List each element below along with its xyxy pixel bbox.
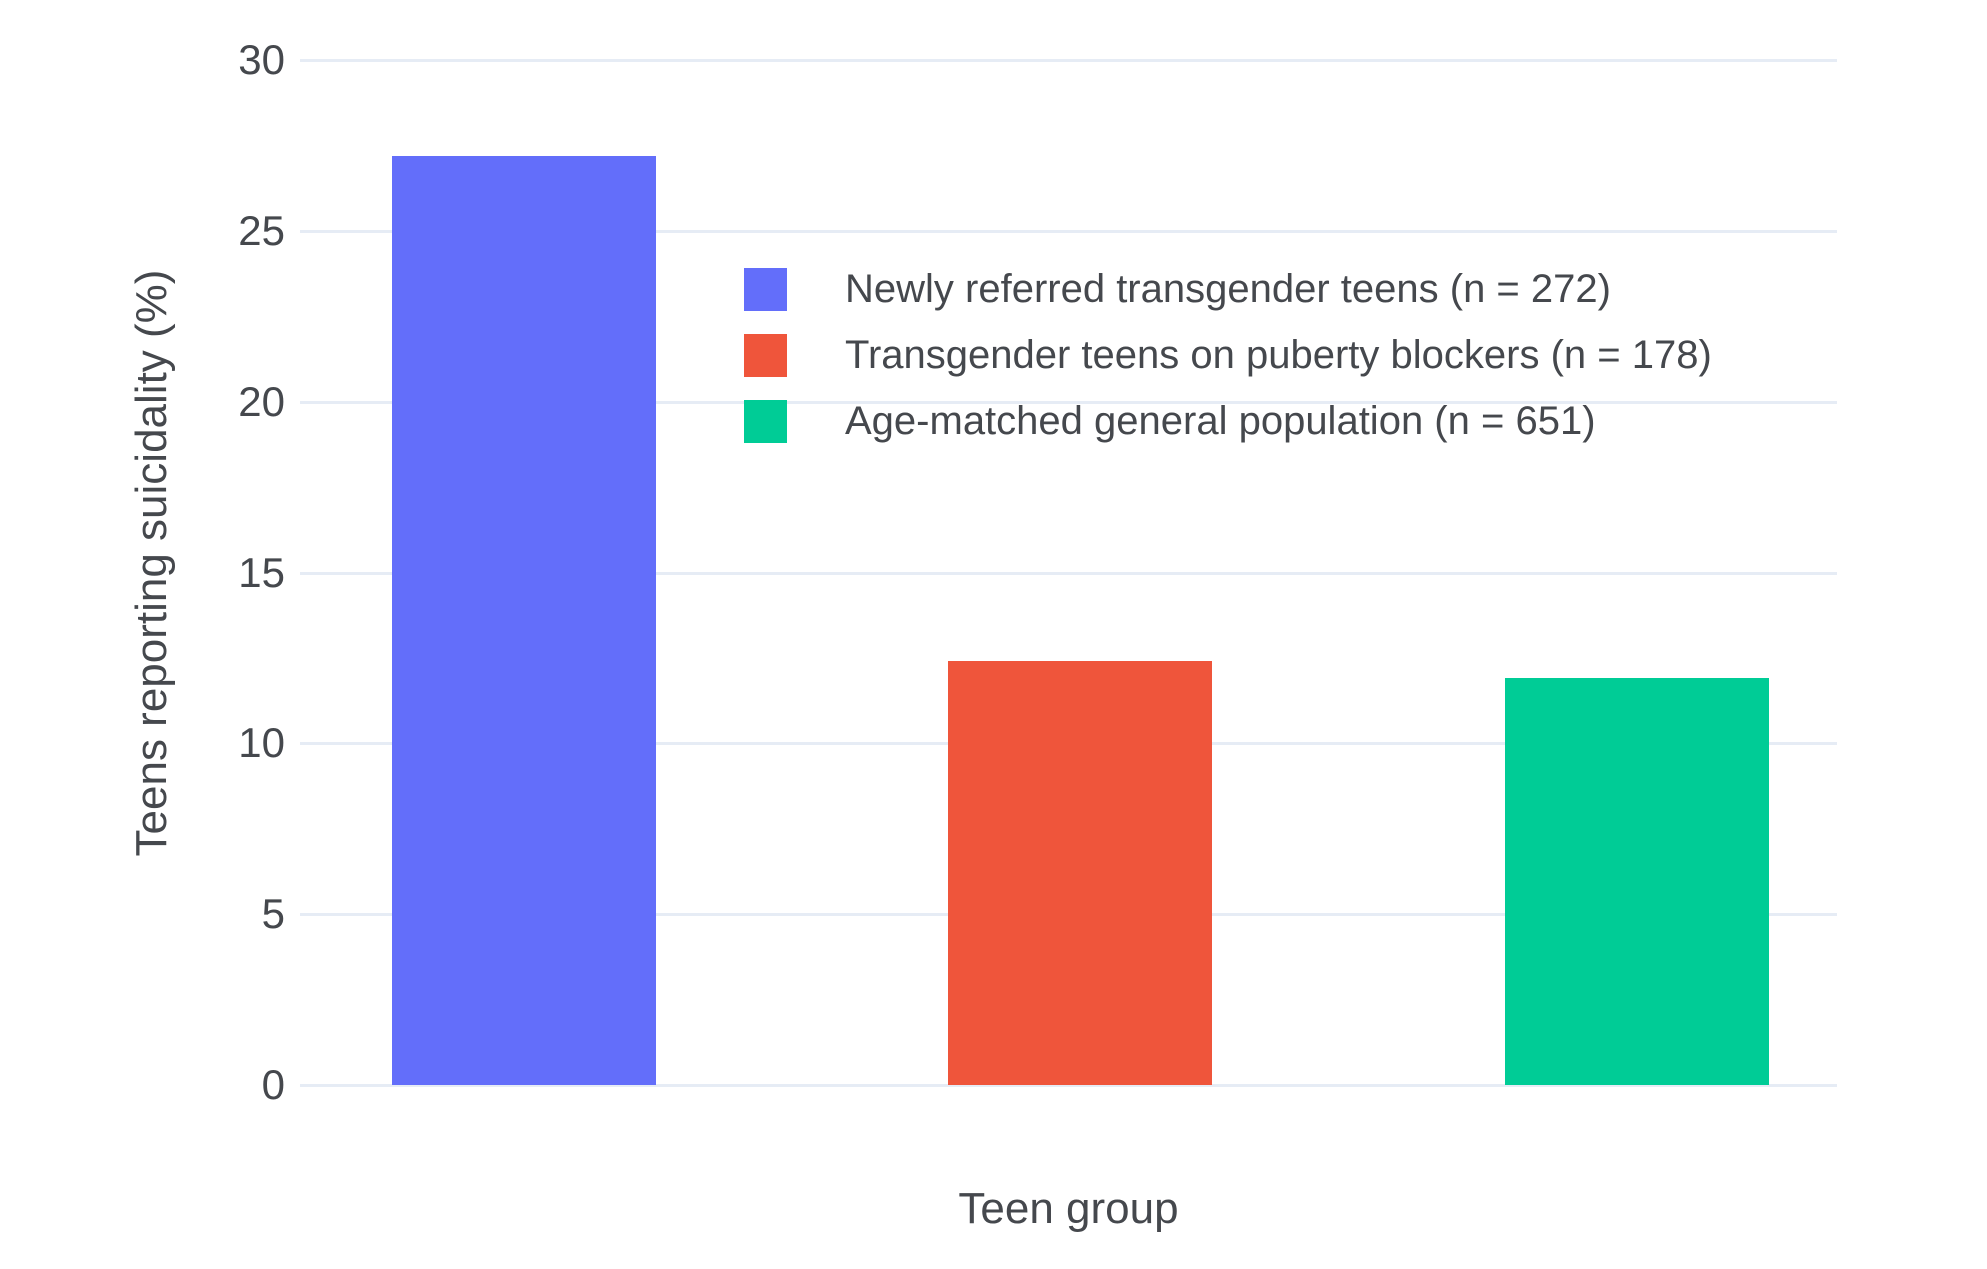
y-tick-label-20: 20 [238, 377, 285, 425]
y-tick-label-5: 5 [261, 890, 285, 938]
gridline-y-25 [300, 229, 1837, 233]
bar-2[interactable] [1505, 678, 1769, 1085]
legend-item-label: Transgender teens on puberty blockers (n… [845, 333, 1712, 377]
legend-item-1[interactable]: Transgender teens on puberty blockers (n… [744, 334, 1712, 377]
y-tick-label-15: 15 [238, 548, 285, 596]
legend: Newly referred transgender teens (n = 27… [744, 268, 1712, 466]
y-axis-title: Teens reporting suicidality (%) [127, 269, 176, 857]
gridline-y-0 [300, 1084, 1837, 1087]
y-tick-label-30: 30 [238, 36, 285, 83]
gridline-y-15 [300, 571, 1837, 575]
gridline-y-20 [300, 400, 1837, 404]
legend-item-2[interactable]: Age-matched general population (n = 651) [744, 400, 1712, 443]
gridline-y-30 [300, 59, 1837, 62]
bar-0[interactable] [392, 155, 656, 1085]
legend-item-label: Newly referred transgender teens (n = 27… [845, 267, 1611, 311]
legend-swatch-icon [744, 334, 787, 377]
bar-1[interactable] [948, 661, 1212, 1085]
legend-item-label: Age-matched general population (n = 651) [845, 399, 1596, 443]
y-tick-label-0: 0 [261, 1061, 285, 1108]
y-tick-label-10: 10 [238, 719, 285, 767]
x-axis-title: Teen group [958, 1184, 1179, 1233]
legend-swatch-icon [744, 268, 787, 311]
legend-swatch-icon [744, 400, 787, 443]
y-tick-label-25: 25 [238, 206, 285, 254]
legend-item-0[interactable]: Newly referred transgender teens (n = 27… [744, 268, 1712, 311]
